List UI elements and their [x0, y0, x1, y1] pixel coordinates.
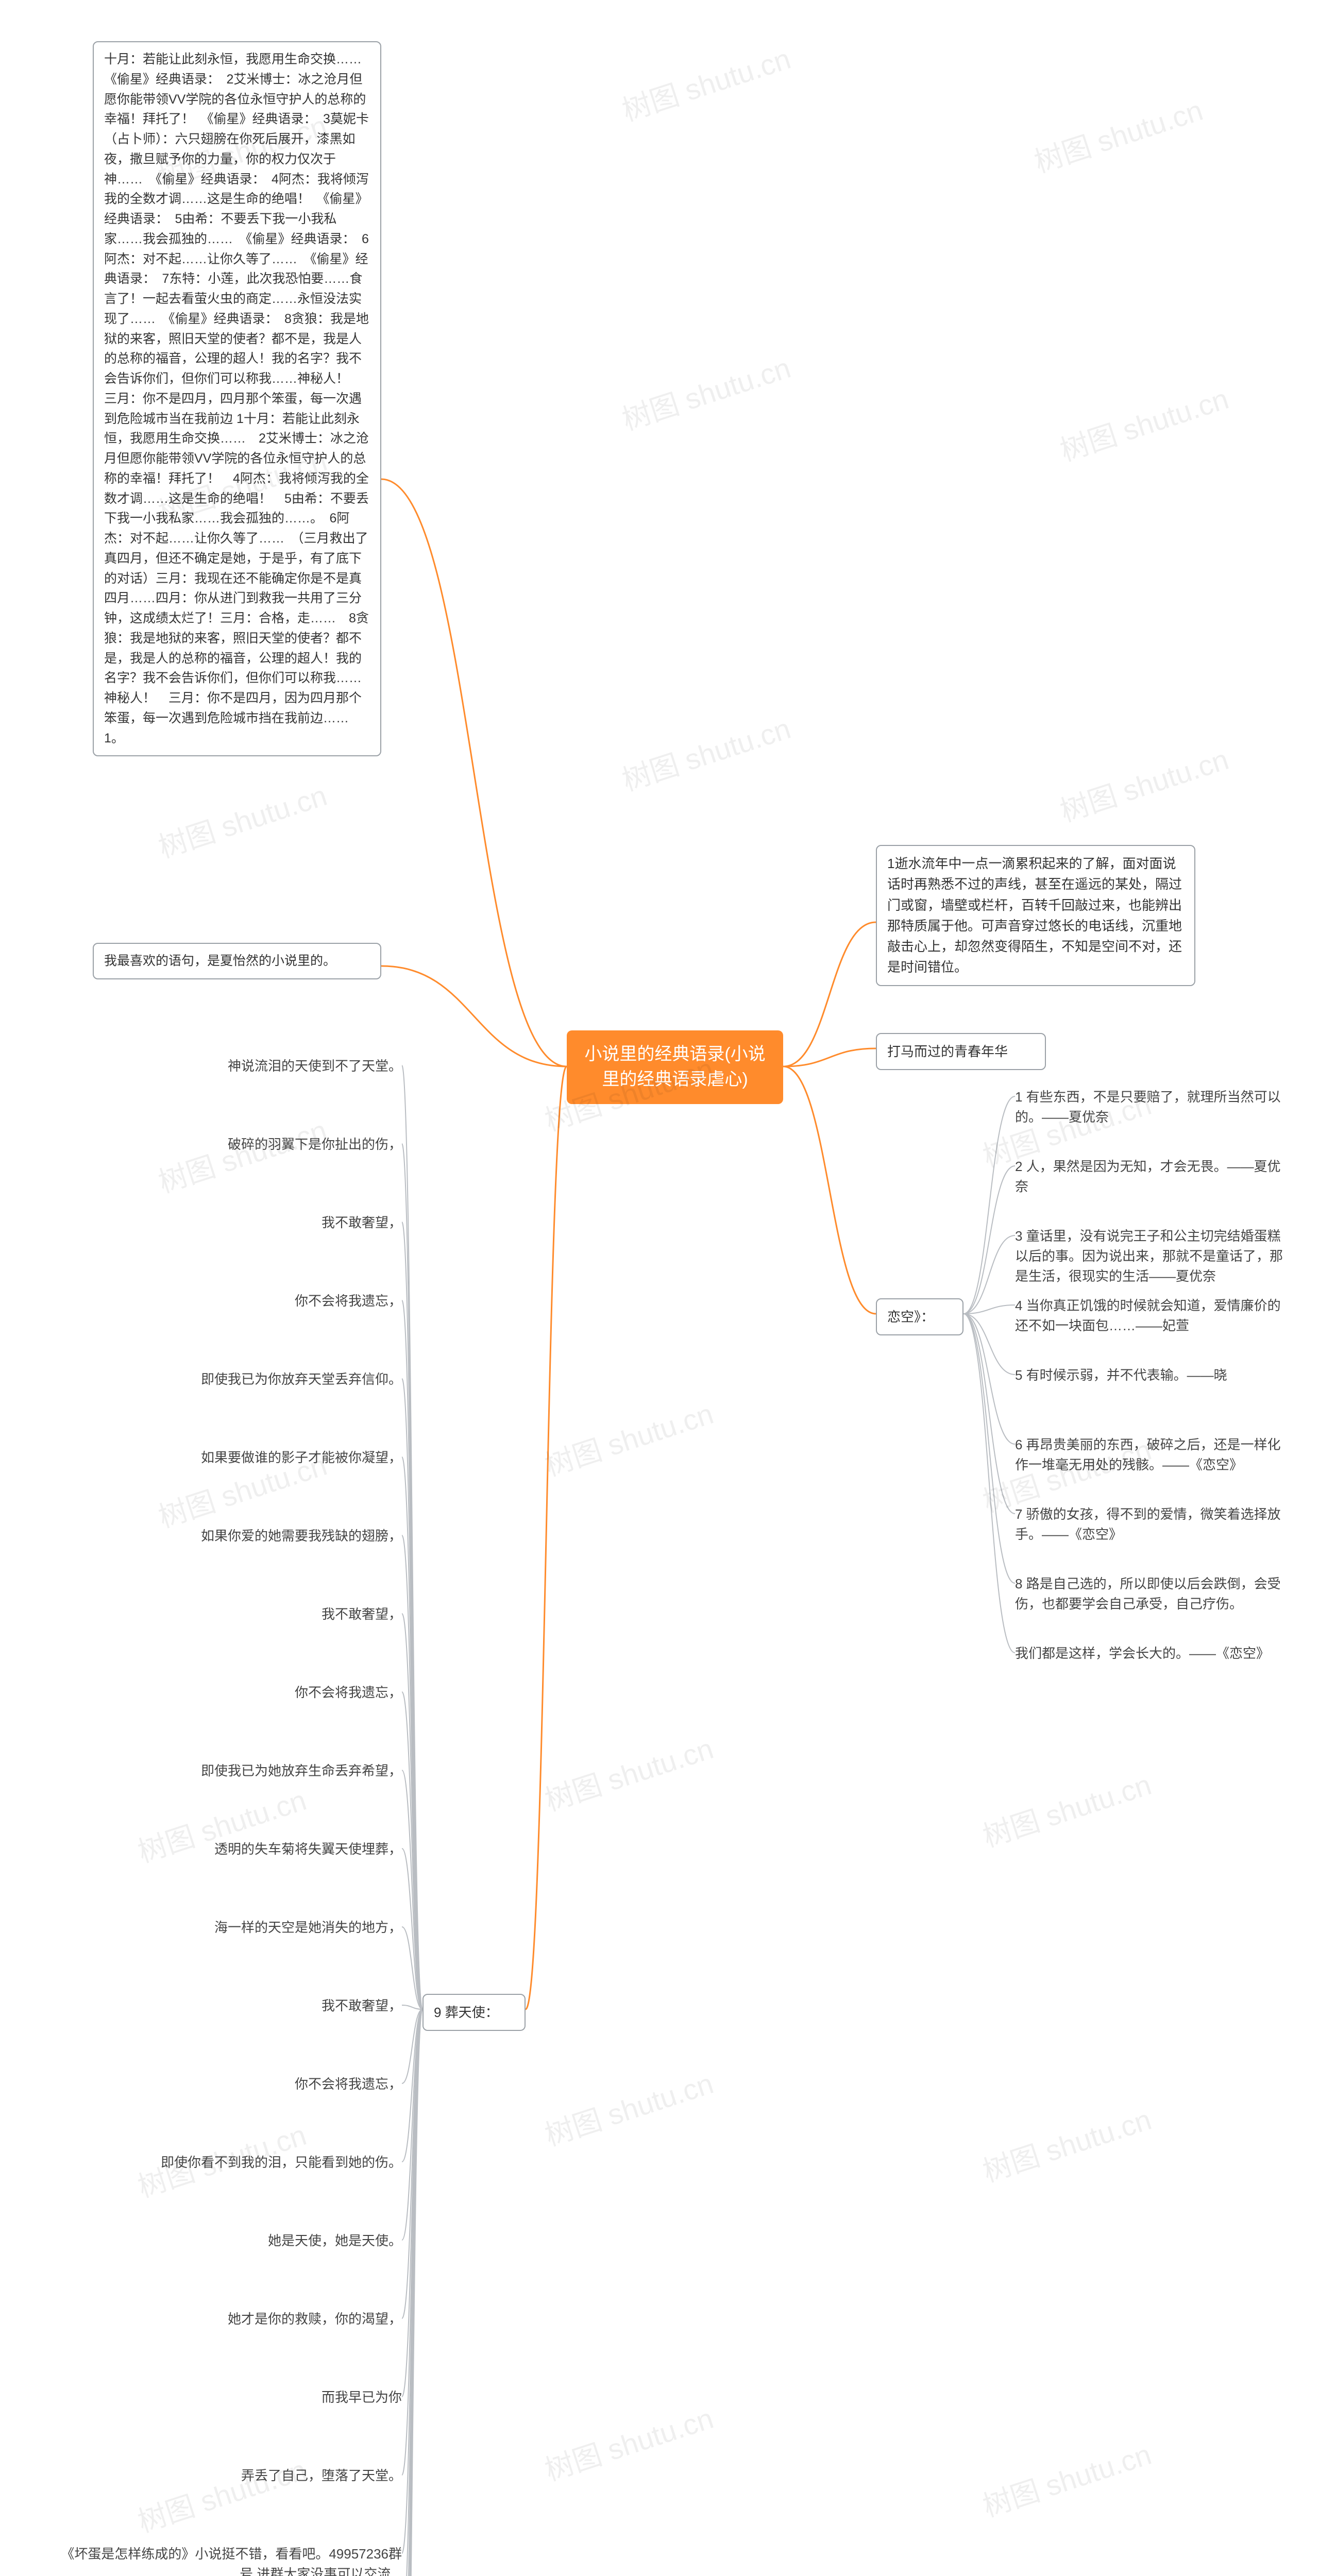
- left-top-block: 十月：若能让此刻永恒，我愿用生命交换…… 《偷星》经典语录： 2艾米博士：冰之沧…: [93, 41, 381, 756]
- angel-item: 海一样的天空是她消失的地方，: [52, 1918, 402, 1938]
- lian-item: 6 再昂贵美丽的东西，破碎之后，还是一样化作一堆毫无用处的残骸。——《恋空》: [1015, 1435, 1293, 1475]
- watermark: 树图 shutu.cn: [1054, 376, 1233, 470]
- watermark: 树图 shutu.cn: [977, 2432, 1156, 2526]
- watermark: 树图 shutu.cn: [539, 2061, 718, 2155]
- lian-item: 2 人，果然是因为无知，才会无畏。——夏优奈: [1015, 1157, 1293, 1197]
- angel-item: 她才是你的救赎，你的渴望，: [52, 2309, 402, 2329]
- watermark: 树图 shutu.cn: [1054, 737, 1233, 831]
- watermark: 树图 shutu.cn: [153, 773, 332, 867]
- root-node: 小说里的经典语录(小说里的经典语录虐心): [567, 1030, 783, 1104]
- angel-item: 我不敢奢望，: [52, 1213, 402, 1233]
- right-mid-block: 打马而过的青春年华: [876, 1033, 1046, 1070]
- watermark: 树图 shutu.cn: [616, 36, 796, 130]
- angel-item: 即使我已为你放弃天堂丢弃信仰。: [52, 1369, 402, 1389]
- angel-item: 她是天使，她是天使。: [52, 2231, 402, 2251]
- lian-item: 1 有些东西，不是只要赔了，就理所当然可以的。——夏优奈: [1015, 1087, 1293, 1127]
- lian-item: 3 童话里，没有说完王子和公主切完结婚蛋糕以后的事。因为说出来，那就不是童话了，…: [1015, 1226, 1293, 1286]
- angel-item: 透明的失车菊将失翼天使埋葬，: [52, 1839, 402, 1859]
- angel-item: 你不会将我遗忘，: [52, 1291, 402, 1311]
- angel-item: 《坏蛋是怎样练成的》小说挺不错，看看吧。49957236群号,进群大家没事可以交…: [52, 2544, 402, 2576]
- angel-item: 我不敢奢望，: [52, 1996, 402, 2016]
- angel-item: 你不会将我遗忘，: [52, 1683, 402, 1703]
- angel-item: 即使我已为她放弃生命丢弃希望，: [52, 1761, 402, 1781]
- watermark: 树图 shutu.cn: [539, 1726, 718, 1820]
- lian-item: 7 骄傲的女孩，得不到的爱情，微笑着选择放手。——《恋空》: [1015, 1504, 1293, 1545]
- watermark: 树图 shutu.cn: [539, 2396, 718, 2489]
- angel-item: 如果你爱的她需要我残缺的翅膀，: [52, 1526, 402, 1546]
- angel-item: 如果要做谁的影子才能被你凝望，: [52, 1448, 402, 1468]
- watermark: 树图 shutu.cn: [616, 706, 796, 800]
- angel-item: 神说流泪的天使到不了天堂。: [52, 1056, 402, 1076]
- angel-item: 你不会将我遗忘，: [52, 2074, 402, 2094]
- lian-item: 4 当你真正饥饿的时候就会知道，爱情廉价的还不如一块面包……——妃萱: [1015, 1296, 1293, 1336]
- lian-item: 5 有时候示弱，并不代表输。——晓: [1015, 1365, 1293, 1385]
- angel-item: 即使你看不到我的泪，只能看到她的伤。: [52, 2153, 402, 2173]
- lian-item: 8 路是自己选的，所以即使以后会跌倒，会受伤，也都要学会自己承受，自己疗伤。: [1015, 1574, 1293, 1614]
- watermark: 树图 shutu.cn: [539, 1391, 718, 1485]
- left-mid-block: 我最喜欢的语句，是夏怡然的小说里的。: [93, 943, 381, 979]
- watermark: 树图 shutu.cn: [1028, 88, 1208, 181]
- angel-item: 破碎的羽翼下是你扯出的伤，: [52, 1134, 402, 1155]
- watermark: 树图 shutu.cn: [977, 1762, 1156, 1856]
- angel-hub: 9 葬天使：: [422, 1994, 526, 2031]
- lian-item: 我们都是这样，学会长大的。——《恋空》: [1015, 1643, 1293, 1664]
- angel-item: 弄丢了自己，堕落了天堂。: [52, 2466, 402, 2486]
- right-top-block: 1逝水流年中一点一滴累积起来的了解，面对面说话时再熟悉不过的声线，甚至在遥远的某…: [876, 845, 1195, 986]
- angel-item: 而我早已为你: [52, 2387, 402, 2408]
- angel-item: 我不敢奢望，: [52, 1604, 402, 1624]
- watermark: 树图 shutu.cn: [977, 2097, 1156, 2191]
- watermark: 树图 shutu.cn: [132, 2447, 311, 2541]
- watermark: 树图 shutu.cn: [616, 345, 796, 439]
- lian-hub: 恋空》：: [876, 1298, 963, 1335]
